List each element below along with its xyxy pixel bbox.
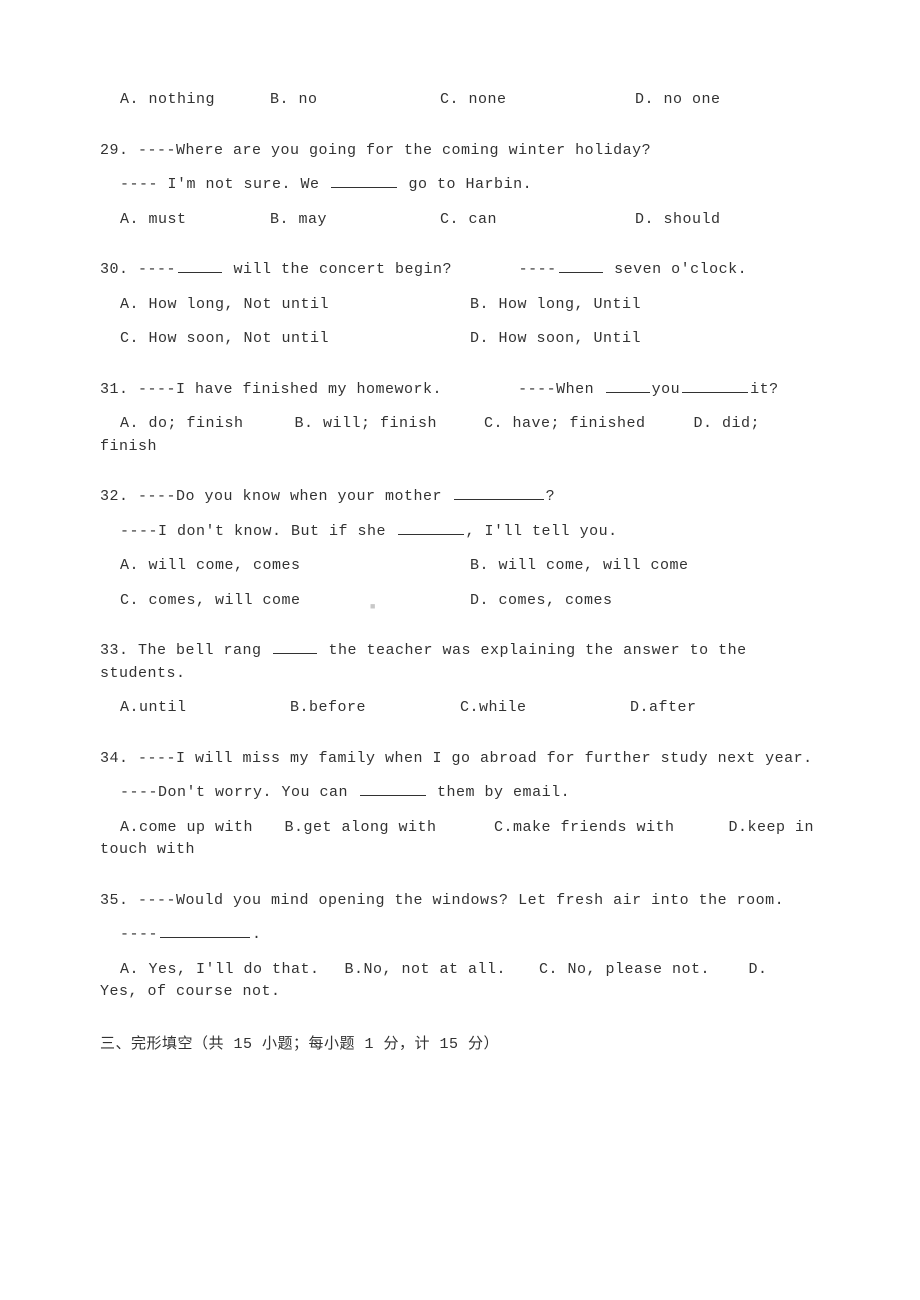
q35-opt-a: A. Yes, I'll do that. (120, 959, 335, 982)
section-3-heading: 三、完形填空（共 15 小题；每小题 1 分，计 15 分） (100, 1032, 820, 1053)
q29-opt-b: B. may (270, 209, 440, 232)
q32-opt-c: C. comes, will come (120, 590, 470, 613)
q29-stem1: 29. ----Where are you going for the comi… (100, 140, 820, 163)
q31: 31. ----I have finished my homework. ---… (100, 379, 820, 459)
q30-opt-a: A. How long, Not until (120, 294, 470, 317)
q29-stem2b: go to Harbin. (399, 176, 532, 193)
q32-opt-d: D. comes, comes (470, 590, 613, 613)
watermark-icon: ■ (370, 602, 376, 612)
q32: 32. ----Do you know when your mother ? -… (100, 486, 820, 612)
q28-opt-d: D. no one (635, 89, 721, 112)
q31-s1c: you (652, 381, 681, 398)
q35-opts: A. Yes, I'll do that. B.No, not at all. … (100, 959, 820, 982)
blank-fill (160, 924, 250, 938)
q30: 30. ---- will the concert begin? ---- se… (100, 259, 820, 351)
q31-opt-c: C. have; finished (484, 413, 684, 436)
q32-opt-b: B. will come, will come (470, 555, 689, 578)
q30-opt-b: B. How long, Until (470, 294, 641, 317)
q33-s1a: 33. The bell rang (100, 642, 271, 659)
q35-stem1: 35. ----Would you mind opening the windo… (100, 890, 820, 913)
q32-stem2: ----I don't know. But if she , I'll tell… (100, 521, 820, 544)
q29-stem2: ---- I'm not sure. We go to Harbin. (100, 174, 820, 197)
q30-opt-d: D. How soon, Until (470, 328, 641, 351)
q34-opts: A.come up with B.get along with C.make f… (100, 817, 820, 840)
q31-opt-d-cont: finish (100, 436, 820, 459)
q34-opt-b: B.get along with (285, 817, 485, 840)
q30-opt-c: C. How soon, Not until (120, 328, 470, 351)
q35-stem2: ----. (100, 924, 820, 947)
blank-fill (273, 640, 317, 654)
q35-opt-b: B.No, not at all. (345, 959, 530, 982)
q31-s1a: 31. ----I have finished my homework. (100, 381, 442, 398)
q28-options: A. nothing B. no C. none D. no one (100, 89, 820, 112)
blank-fill (682, 379, 748, 393)
q30-s1a: 30. ---- (100, 261, 176, 278)
q34-stem2: ----Don't worry. You can them by email. (100, 782, 820, 805)
q28-opt-c: C. none (440, 89, 635, 112)
q28-opt-a: A. nothing (120, 89, 270, 112)
q35-opt-c: C. No, please not. (539, 959, 739, 982)
q31-opts-row: A. do; finish B. will; finish C. have; f… (100, 413, 820, 436)
q32-s1b: ? (546, 488, 556, 505)
q35-s2a: ---- (120, 926, 158, 943)
q31-s1d: it? (750, 381, 779, 398)
q29-opt-c: C. can (440, 209, 635, 232)
q32-s2b: , I'll tell you. (466, 523, 618, 540)
q31-opt-b: B. will; finish (295, 413, 475, 436)
q35-s2b: . (252, 926, 262, 943)
q30-s1c: ---- (519, 261, 557, 278)
blank-fill (398, 521, 464, 535)
q34-opt-a: A.come up with (120, 817, 275, 840)
q34-s2b: them by email. (428, 784, 571, 801)
q29-opt-a: A. must (120, 209, 270, 232)
blank-fill (331, 174, 397, 188)
q31-s1b: ----When (518, 381, 604, 398)
q31-opt-d: D. did; (694, 413, 761, 436)
blank-fill (454, 486, 544, 500)
q34-opt-d-cont: touch with (100, 839, 820, 862)
q33-opt-d: D.after (630, 697, 697, 720)
q29-opt-d: D. should (635, 209, 721, 232)
q31-stem: 31. ----I have finished my homework. ---… (100, 379, 820, 402)
q33-opt-c: C.while (460, 697, 630, 720)
q35: 35. ----Would you mind opening the windo… (100, 890, 820, 1004)
q29-stem2a: ---- I'm not sure. We (120, 176, 329, 193)
blank-fill (606, 379, 650, 393)
q30-s1b: will the concert begin? (224, 261, 452, 278)
q34-opt-d: D.keep in (729, 817, 815, 840)
q29: 29. ----Where are you going for the comi… (100, 140, 820, 232)
q35-opt-d-cont: Yes, of course not. (100, 981, 820, 1004)
q33-opt-a: A.until (120, 697, 290, 720)
q35-opt-d: D. (749, 959, 768, 982)
blank-fill (559, 259, 603, 273)
q33: 33. The bell rang the teacher was explai… (100, 640, 820, 720)
blank-fill (178, 259, 222, 273)
q30-s1d: seven o'clock. (605, 261, 748, 278)
q32-opt-a: A. will come, comes (120, 555, 470, 578)
q34-s2a: ----Don't worry. You can (120, 784, 358, 801)
q30-stem: 30. ---- will the concert begin? ---- se… (100, 259, 820, 282)
q33-opt-b: B.before (290, 697, 460, 720)
q28-opt-b: B. no (270, 89, 440, 112)
q34-opt-c: C.make friends with (494, 817, 719, 840)
q34-stem1: 34. ----I will miss my family when I go … (100, 748, 820, 771)
q32-stem1: 32. ----Do you know when your mother ? (100, 486, 820, 509)
q33-stem: 33. The bell rang the teacher was explai… (100, 640, 820, 685)
q31-opt-a: A. do; finish (120, 413, 285, 436)
q32-s1a: 32. ----Do you know when your mother (100, 488, 452, 505)
q34: 34. ----I will miss my family when I go … (100, 748, 820, 862)
blank-fill (360, 782, 426, 796)
q32-s2a: ----I don't know. But if she (120, 523, 396, 540)
